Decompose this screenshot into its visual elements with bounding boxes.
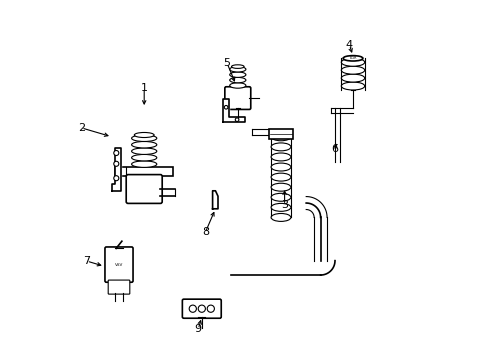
Text: 3: 3 bbox=[281, 200, 288, 210]
FancyBboxPatch shape bbox=[108, 280, 130, 294]
Ellipse shape bbox=[230, 72, 246, 77]
Ellipse shape bbox=[271, 183, 291, 191]
Circle shape bbox=[224, 105, 228, 109]
Ellipse shape bbox=[342, 82, 365, 90]
Circle shape bbox=[114, 150, 119, 156]
Circle shape bbox=[114, 161, 119, 166]
Text: VSV: VSV bbox=[115, 262, 123, 267]
Text: 2: 2 bbox=[77, 123, 85, 133]
FancyBboxPatch shape bbox=[182, 299, 221, 318]
Ellipse shape bbox=[134, 132, 154, 138]
Ellipse shape bbox=[132, 141, 157, 148]
Ellipse shape bbox=[271, 163, 291, 171]
Ellipse shape bbox=[343, 56, 363, 61]
Ellipse shape bbox=[342, 74, 365, 82]
Text: 1: 1 bbox=[141, 83, 147, 93]
FancyBboxPatch shape bbox=[126, 175, 162, 203]
Ellipse shape bbox=[342, 58, 365, 66]
Text: 7: 7 bbox=[83, 256, 90, 266]
Circle shape bbox=[235, 118, 239, 122]
Circle shape bbox=[189, 305, 196, 312]
Text: EGR: EGR bbox=[349, 56, 357, 60]
Polygon shape bbox=[213, 191, 218, 209]
Text: 5: 5 bbox=[223, 58, 230, 68]
Text: 9: 9 bbox=[195, 324, 202, 334]
FancyBboxPatch shape bbox=[269, 129, 293, 139]
FancyBboxPatch shape bbox=[105, 247, 133, 282]
FancyBboxPatch shape bbox=[225, 87, 251, 109]
Polygon shape bbox=[223, 99, 245, 122]
Ellipse shape bbox=[342, 66, 365, 74]
Ellipse shape bbox=[271, 133, 291, 141]
Text: 6: 6 bbox=[332, 144, 339, 154]
FancyBboxPatch shape bbox=[116, 167, 173, 176]
Ellipse shape bbox=[230, 77, 246, 83]
Ellipse shape bbox=[132, 135, 157, 141]
Ellipse shape bbox=[271, 173, 291, 181]
Ellipse shape bbox=[271, 143, 291, 151]
Ellipse shape bbox=[132, 161, 157, 167]
Circle shape bbox=[114, 176, 119, 181]
Ellipse shape bbox=[271, 153, 291, 161]
Ellipse shape bbox=[271, 193, 291, 201]
Ellipse shape bbox=[230, 83, 246, 88]
Ellipse shape bbox=[132, 148, 157, 154]
Polygon shape bbox=[112, 148, 121, 191]
Text: 4: 4 bbox=[346, 40, 353, 50]
Text: 8: 8 bbox=[202, 227, 209, 237]
Ellipse shape bbox=[271, 213, 291, 221]
Circle shape bbox=[198, 305, 205, 312]
Ellipse shape bbox=[231, 65, 244, 68]
Ellipse shape bbox=[132, 154, 157, 161]
Ellipse shape bbox=[230, 67, 246, 72]
Circle shape bbox=[207, 305, 215, 312]
Ellipse shape bbox=[271, 203, 291, 211]
